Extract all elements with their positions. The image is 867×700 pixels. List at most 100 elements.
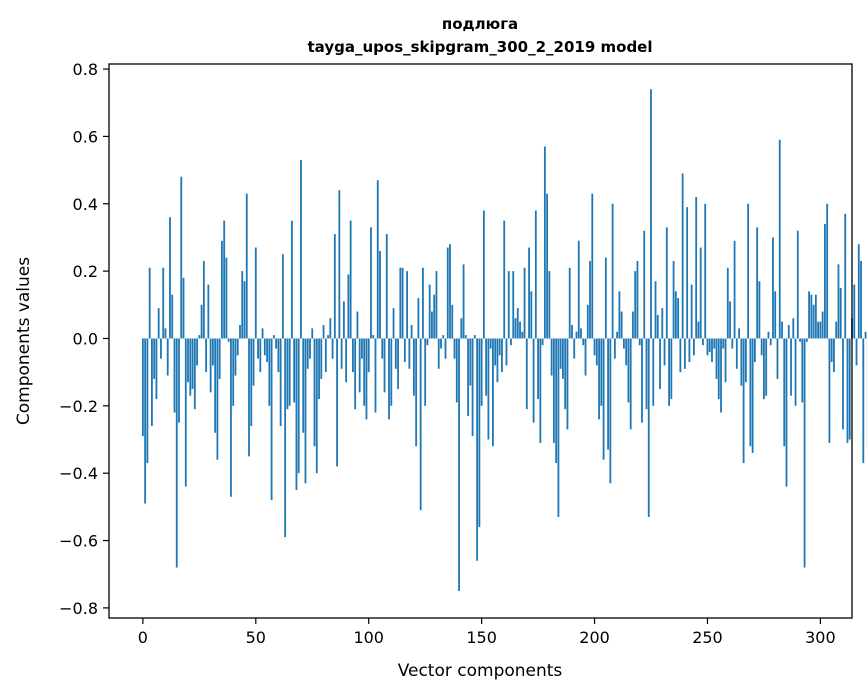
bar [415, 338, 417, 446]
bar [548, 271, 550, 338]
bar [537, 338, 539, 399]
bar [616, 332, 618, 339]
bar [198, 335, 200, 338]
bar [363, 338, 365, 405]
bar [725, 338, 727, 382]
bar [327, 335, 329, 338]
x-tick-label: 300 [805, 628, 836, 647]
bar [146, 338, 148, 463]
x-tick-label: 250 [692, 628, 723, 647]
bar [657, 315, 659, 339]
bar [756, 227, 758, 338]
bar [176, 338, 178, 567]
bar [183, 278, 185, 339]
bar [250, 338, 252, 426]
bar [257, 338, 259, 358]
bar [754, 338, 756, 362]
bar [625, 338, 627, 365]
bar [720, 338, 722, 412]
bar [546, 194, 548, 339]
bar [815, 295, 817, 339]
bar [722, 338, 724, 348]
bar [727, 268, 729, 339]
bar [745, 338, 747, 382]
bar [388, 338, 390, 419]
bar [442, 335, 444, 338]
bar [336, 338, 338, 466]
bar [293, 338, 295, 402]
bar [316, 338, 318, 473]
x-tick-label: 200 [579, 628, 610, 647]
bar [517, 308, 519, 338]
bar [587, 305, 589, 339]
bar [305, 338, 307, 483]
bar [244, 281, 246, 338]
bar [153, 338, 155, 378]
bar [490, 338, 492, 348]
bar [693, 338, 695, 355]
bar [262, 328, 264, 338]
bar [239, 325, 241, 338]
bar [338, 190, 340, 338]
bar [375, 338, 377, 412]
bar [241, 271, 243, 338]
bar [749, 338, 751, 446]
bar [296, 338, 298, 490]
bar [289, 338, 291, 405]
bar [379, 251, 381, 339]
bar [411, 325, 413, 338]
bar [797, 231, 799, 339]
y-tick-label: 0.8 [73, 60, 98, 79]
bar [226, 258, 228, 339]
bar [716, 338, 718, 378]
bar [862, 338, 864, 463]
bar [786, 338, 788, 486]
bar [553, 338, 555, 442]
bar [417, 298, 419, 338]
bar [702, 338, 704, 345]
bar [255, 248, 257, 339]
bar [332, 338, 334, 358]
bar [768, 332, 770, 339]
bar [347, 274, 349, 338]
bar [738, 328, 740, 338]
bar [709, 338, 711, 351]
bar [302, 338, 304, 432]
bar [196, 338, 198, 365]
bar [370, 227, 372, 338]
bar [700, 248, 702, 339]
bar [605, 258, 607, 339]
bar [483, 211, 485, 339]
bar [695, 197, 697, 338]
bar [214, 338, 216, 432]
bar [506, 338, 508, 365]
bar [503, 221, 505, 339]
bar [460, 318, 462, 338]
bar [372, 335, 374, 338]
bar [562, 338, 564, 378]
bar [167, 338, 169, 375]
bar [835, 322, 837, 339]
bar [707, 338, 709, 355]
bar [623, 338, 625, 348]
bar [759, 281, 761, 338]
bar [386, 234, 388, 338]
bar [334, 234, 336, 338]
bar [232, 338, 234, 405]
bar [287, 338, 289, 409]
bar [781, 322, 783, 339]
bar [688, 338, 690, 362]
x-axis-label: Vector components [398, 661, 563, 681]
bar [614, 338, 616, 358]
bar [235, 338, 237, 375]
bar [438, 338, 440, 368]
bar [634, 271, 636, 338]
bar [530, 291, 532, 338]
bar [397, 338, 399, 389]
bar [142, 338, 144, 436]
bar [223, 221, 225, 339]
bar [266, 338, 268, 362]
bar [259, 338, 261, 372]
bar [144, 338, 146, 503]
